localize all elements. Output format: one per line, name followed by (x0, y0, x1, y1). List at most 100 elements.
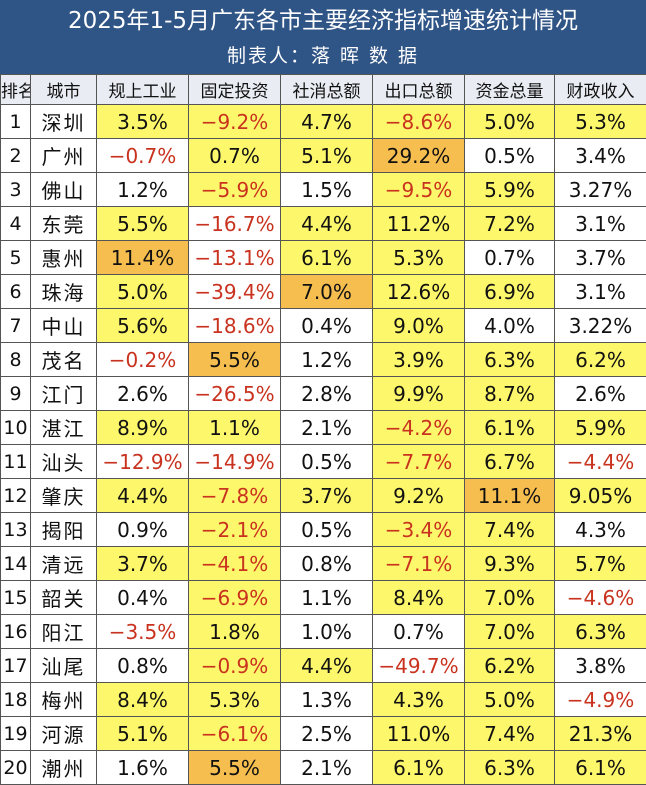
value-cell: 1.6% (97, 751, 189, 785)
value-cell: 7.2% (465, 207, 555, 241)
value-cell: 4.3% (555, 513, 646, 547)
value-cell: 4.4% (281, 649, 373, 683)
value-cell: 9.3% (465, 547, 555, 581)
rank-cell: 11 (1, 445, 31, 479)
value-cell: −9.2% (189, 105, 281, 139)
city-cell: 清远 (31, 547, 97, 581)
value-cell: −0.7% (97, 139, 189, 173)
value-cell: 2.6% (555, 377, 646, 411)
value-cell: −5.9% (189, 173, 281, 207)
value-cell: 1.8% (189, 615, 281, 649)
value-cell: −12.9% (97, 445, 189, 479)
column-header: 资金总量 (465, 75, 555, 105)
value-cell: 5.0% (97, 275, 189, 309)
value-cell: −7.8% (189, 479, 281, 513)
city-cell: 阳江 (31, 615, 97, 649)
column-header: 社消总额 (281, 75, 373, 105)
value-cell: 5.1% (281, 139, 373, 173)
rank-cell: 16 (1, 615, 31, 649)
value-cell: 5.3% (555, 105, 646, 139)
city-cell: 河源 (31, 717, 97, 751)
value-cell: 0.4% (281, 309, 373, 343)
value-cell: 6.1% (555, 751, 646, 785)
value-cell: 29.2% (373, 139, 465, 173)
value-cell: −0.9% (189, 649, 281, 683)
value-cell: 6.9% (465, 275, 555, 309)
value-cell: −3.4% (373, 513, 465, 547)
page-subtitle: 制表人：落 晖 数 据 (0, 40, 646, 72)
value-cell: 3.27% (555, 173, 646, 207)
value-cell: 2.8% (281, 377, 373, 411)
value-cell: 1.5% (281, 173, 373, 207)
value-cell: −7.1% (373, 547, 465, 581)
value-cell: 0.4% (97, 581, 189, 615)
value-cell: 0.7% (465, 241, 555, 275)
value-cell: 3.4% (555, 139, 646, 173)
value-cell: 4.4% (281, 207, 373, 241)
rank-cell: 7 (1, 309, 31, 343)
value-cell: −26.5% (189, 377, 281, 411)
value-cell: 2.1% (281, 411, 373, 445)
column-header: 财政收入 (555, 75, 646, 105)
value-cell: 6.7% (465, 445, 555, 479)
value-cell: 9.9% (373, 377, 465, 411)
value-cell: 0.5% (281, 513, 373, 547)
value-cell: 1.0% (281, 615, 373, 649)
value-cell: 6.1% (373, 751, 465, 785)
value-cell: −4.2% (373, 411, 465, 445)
value-cell: −4.4% (555, 445, 646, 479)
rank-cell: 8 (1, 343, 31, 377)
rank-cell: 13 (1, 513, 31, 547)
rank-cell: 3 (1, 173, 31, 207)
value-cell: 3.5% (97, 105, 189, 139)
value-cell: 6.2% (555, 343, 646, 377)
city-cell: 佛山 (31, 173, 97, 207)
city-cell: 韶关 (31, 581, 97, 615)
column-header: 规上工业 (97, 75, 189, 105)
value-cell: 7.0% (465, 581, 555, 615)
column-header-row: 排名 城市 规上工业 固定投资 社消总额 出口总额 资金总量 财政收入 (1, 75, 646, 105)
value-cell: 1.2% (97, 173, 189, 207)
value-cell: −4.1% (189, 547, 281, 581)
city-cell: 江门 (31, 377, 97, 411)
value-cell: 4.3% (373, 683, 465, 717)
rank-cell: 2 (1, 139, 31, 173)
value-cell: 5.7% (555, 547, 646, 581)
value-cell: 5.0% (465, 683, 555, 717)
value-cell: 11.2% (373, 207, 465, 241)
city-cell: 茂名 (31, 343, 97, 377)
city-cell: 深圳 (31, 105, 97, 139)
value-cell: −18.6% (189, 309, 281, 343)
value-cell: −3.5% (97, 615, 189, 649)
value-cell: −7.7% (373, 445, 465, 479)
value-cell: 4.7% (281, 105, 373, 139)
rank-cell: 12 (1, 479, 31, 513)
rank-cell: 10 (1, 411, 31, 445)
value-cell: −6.9% (189, 581, 281, 615)
value-cell: 6.1% (281, 241, 373, 275)
value-cell: −9.5% (373, 173, 465, 207)
value-cell: −13.1% (189, 241, 281, 275)
value-cell: 3.22% (555, 309, 646, 343)
value-cell: −39.4% (189, 275, 281, 309)
value-cell: 5.9% (465, 173, 555, 207)
value-cell: 2.1% (281, 751, 373, 785)
value-cell: 7.4% (465, 717, 555, 751)
value-cell: 0.5% (465, 139, 555, 173)
city-cell: 湛江 (31, 411, 97, 445)
city-cell: 揭阳 (31, 513, 97, 547)
value-cell: 11.0% (373, 717, 465, 751)
value-cell: 5.0% (465, 105, 555, 139)
